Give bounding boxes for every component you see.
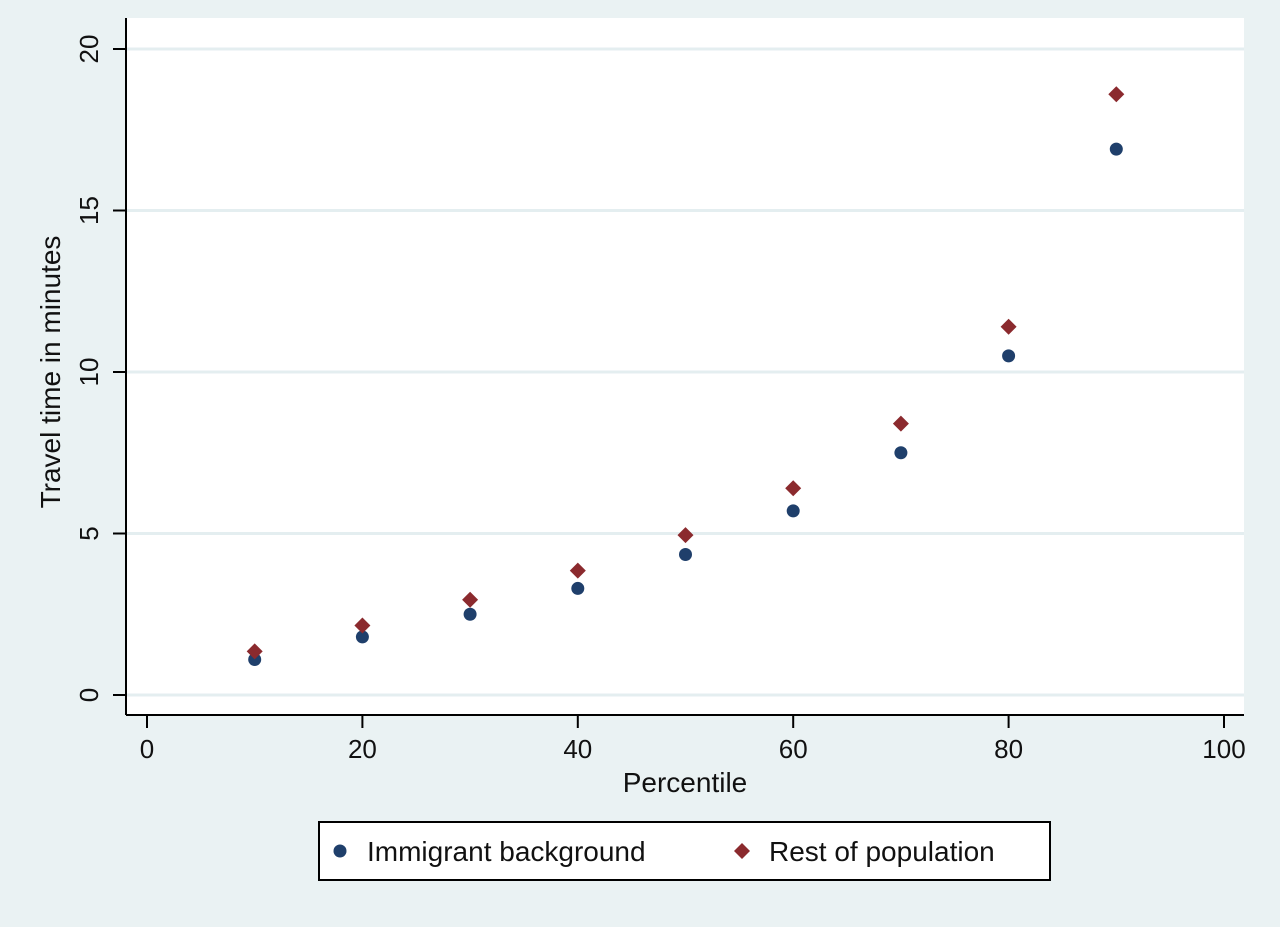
x-tick-label: 60: [779, 734, 808, 764]
x-axis-ticks: 0 20 40 60 80 100: [140, 715, 1246, 764]
legend-marker-rest-of-population: [734, 843, 750, 859]
gridlines: [127, 47, 1244, 697]
y-tick-label: 10: [74, 358, 104, 387]
plot-background: [126, 18, 1244, 715]
legend-box: [318, 821, 1051, 881]
point-immigrant-background-30: [463, 607, 477, 621]
point-rest-of-population-70: [892, 415, 909, 432]
point-rest-of-population-90: [1108, 86, 1125, 103]
point-rest-of-population-10: [246, 643, 263, 660]
point-rest-of-population-60: [785, 480, 802, 497]
point-immigrant-background-10: [248, 652, 262, 666]
x-axis-title: Percentile: [623, 767, 748, 798]
x-tick-label: 80: [994, 734, 1023, 764]
data-points: [246, 86, 1125, 666]
y-tick-label: 5: [74, 526, 104, 540]
point-immigrant-background-70: [894, 446, 908, 460]
point-immigrant-background-80: [1002, 349, 1016, 363]
x-tick-label: 20: [348, 734, 377, 764]
legend-marker-immigrant-background: [333, 844, 347, 858]
x-tick-label: 40: [563, 734, 592, 764]
point-rest-of-population-80: [1000, 318, 1017, 335]
y-tick-label: 15: [74, 196, 104, 225]
point-rest-of-population-30: [462, 591, 479, 608]
point-immigrant-background-50: [679, 547, 692, 561]
x-tick-label: 100: [1202, 734, 1245, 764]
y-axis-ticks: 0 5 10 15 20: [74, 35, 126, 702]
point-immigrant-background-90: [1109, 142, 1123, 156]
legend: Immigrant background Rest of population: [318, 821, 1051, 881]
y-tick-label: 0: [74, 688, 104, 702]
point-immigrant-background-20: [355, 630, 369, 644]
x-tick-label: 0: [140, 734, 154, 764]
y-tick-label: 20: [74, 35, 104, 64]
legend-label-immigrant-background: Immigrant background: [367, 836, 646, 867]
point-rest-of-population-40: [569, 562, 586, 579]
legend-label-rest-of-population: Rest of population: [769, 836, 995, 867]
point-immigrant-background-60: [786, 504, 800, 518]
point-immigrant-background-40: [571, 581, 585, 595]
y-axis-title: Travel time in minutes: [35, 236, 66, 509]
point-rest-of-population-50: [677, 527, 694, 544]
point-rest-of-population-20: [354, 617, 371, 634]
